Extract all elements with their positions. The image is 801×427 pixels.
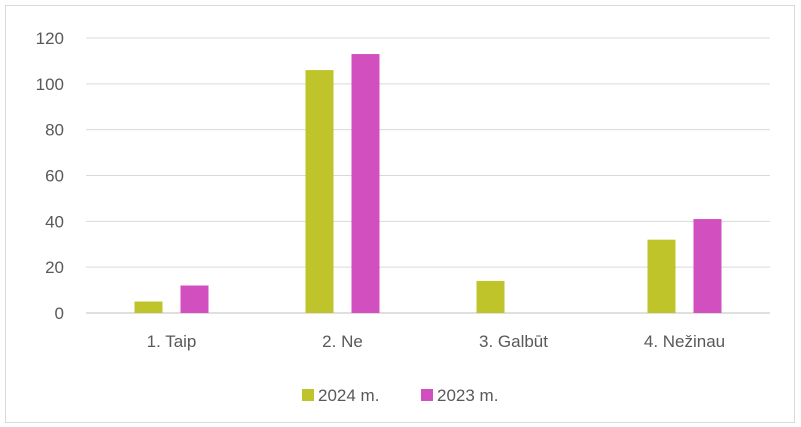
bar-series-2 [180, 285, 209, 313]
x-axis-tick-labels: 1. Taip 2. Ne 3. Galbūt 4. Nežinau [147, 332, 726, 351]
bar-series-2 [693, 219, 722, 313]
x-tick-label: 3. Galbūt [479, 332, 548, 351]
y-tick-label: 20 [45, 258, 64, 277]
y-tick-label: 60 [45, 167, 64, 186]
legend-label: 2023 m. [437, 386, 498, 405]
bar-series-1 [305, 70, 334, 313]
chart-frame: 0 20 40 60 80 100 120 1. Taip 2. Ne 3. Galbūt 4. … [5, 5, 795, 423]
bar-series-1 [476, 280, 505, 313]
x-tick-label: 2. Ne [322, 332, 363, 351]
x-tick-label: 1. Taip [147, 332, 197, 351]
y-tick-label: 0 [55, 304, 64, 323]
gridlines [86, 37, 770, 314]
bar-series-2 [351, 54, 380, 314]
bar-series-1 [134, 301, 163, 313]
y-tick-label: 80 [45, 121, 64, 140]
bars [134, 54, 722, 314]
bar-chart: 0 20 40 60 80 100 120 1. Taip 2. Ne 3. Galbūt 4. … [36, 29, 770, 405]
y-tick-label: 100 [36, 75, 64, 94]
legend-swatch [421, 389, 433, 401]
legend-swatch [302, 389, 314, 401]
y-tick-label: 40 [45, 212, 64, 231]
x-tick-label: 4. Nežinau [644, 332, 725, 351]
y-tick-label: 120 [36, 29, 64, 48]
bar-series-1 [647, 239, 676, 313]
legend: 2024 m. 2023 m. [302, 386, 498, 405]
legend-label: 2024 m. [318, 386, 379, 405]
y-axis-tick-labels: 0 20 40 60 80 100 120 [36, 29, 64, 323]
